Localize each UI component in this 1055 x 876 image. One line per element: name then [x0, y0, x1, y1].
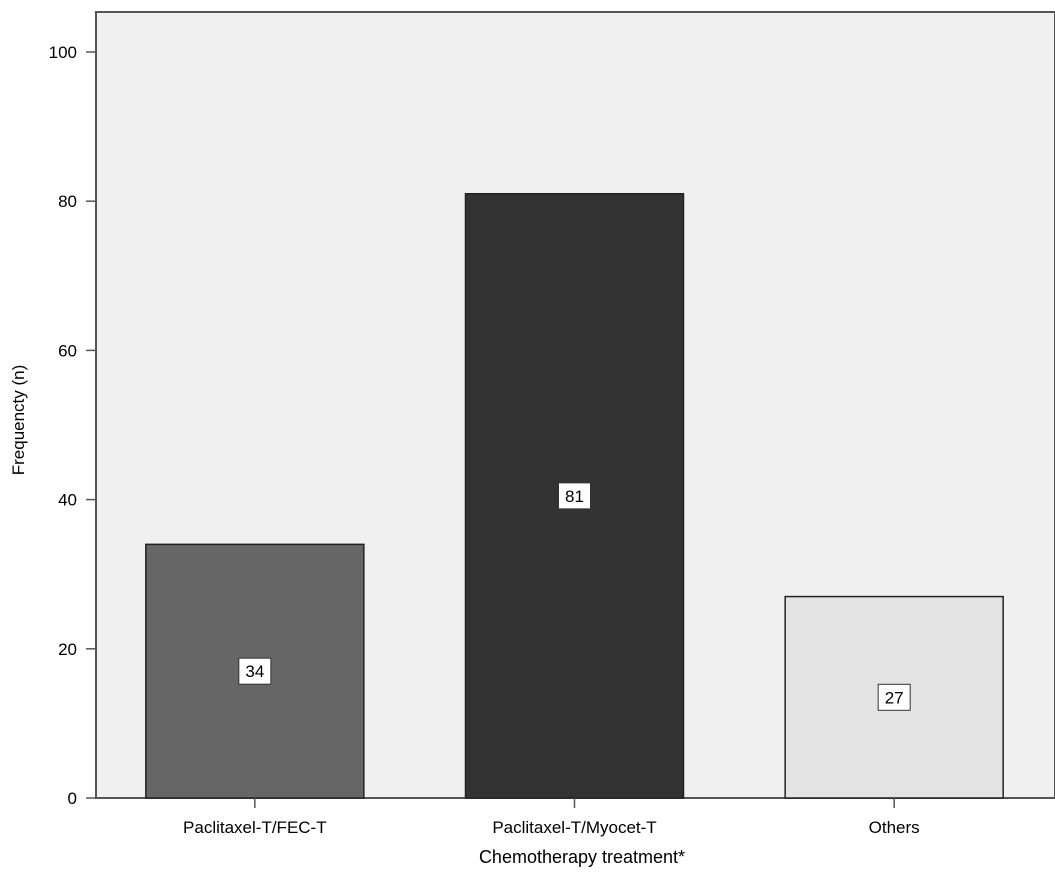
y-tick-label: 40: [58, 491, 77, 510]
x-axis-label: Chemotherapy treatment*: [479, 847, 685, 867]
y-axis: 0 20 40 60 80 100: [49, 43, 96, 808]
data-label: 27: [885, 688, 904, 707]
data-label-box: [238, 657, 272, 685]
x-axis: Paclitaxel-T/FEC-T Paclitaxel-T/Myocet-T O…: [183, 798, 920, 837]
x-tick-label: Paclitaxel-T/Myocet-T: [492, 818, 656, 837]
x-tick-label: Paclitaxel-T/FEC-T: [183, 818, 327, 837]
data-label: 34: [245, 662, 264, 681]
x-tick-label: Others: [869, 818, 920, 837]
data-label-box: [558, 482, 591, 510]
y-tick-label: 60: [58, 341, 77, 360]
y-axis-label: Frequencty (n): [9, 365, 28, 476]
data-label-box: [877, 683, 911, 711]
y-tick-label: 0: [68, 789, 77, 808]
bars: 34 81 27: [145, 192, 1004, 799]
y-tick-label: 80: [58, 192, 77, 211]
data-label: 81: [565, 487, 584, 506]
y-tick-label: 100: [49, 43, 77, 62]
y-tick-label: 20: [58, 640, 77, 659]
